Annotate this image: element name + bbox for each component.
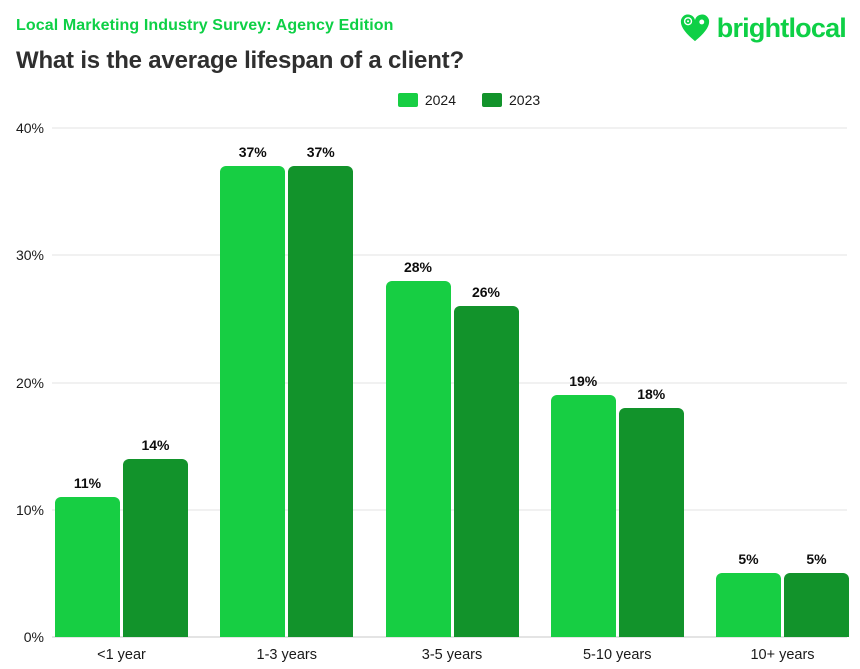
legend-item-2023: 2023 (482, 92, 540, 108)
bar-2024-1-3 years (220, 166, 286, 637)
bar-2024-3-5 years (385, 280, 451, 637)
y-tick-label-40: 40% (15, 120, 44, 136)
brightlocal-logo-text: brightlocal (716, 12, 847, 43)
plot-area: 11% 14% 37% 37% 28% 26% 19% 18% 5% 5% (52, 127, 849, 638)
x-tick-label-5-10 years: 5-10 years (582, 647, 652, 663)
gridline-40 (52, 127, 847, 129)
bar-value-label-2023-1-3 years: 37% (306, 144, 335, 161)
chart-legend: 2024 2023 (78, 92, 860, 108)
gridline-0 (52, 636, 847, 638)
x-tick-label-<1 year: <1 year (97, 647, 146, 663)
bar-2023-1-3 years (288, 166, 354, 637)
y-tick-label-0: 0% (23, 629, 44, 645)
bar-value-label-2024-5-10 years: 19% (569, 373, 598, 390)
bar-value-label-2024-10+ years: 5% (738, 551, 759, 568)
legend-swatch-2024 (397, 93, 418, 107)
bar-2024-10+ years (716, 573, 781, 637)
bar-value-label-2023-5-10 years: 18% (637, 385, 666, 402)
brightlocal-logo: brightlocal (678, 12, 847, 44)
legend-swatch-2023 (482, 93, 502, 107)
y-tick-label-30: 30% (15, 247, 44, 264)
bar-2023-10+ years (784, 573, 849, 637)
bar-value-label-2024-3-5 years: 28% (403, 258, 433, 275)
bar-value-label-2024-<1 year: 11% (73, 475, 102, 492)
legend-item-2024: 2024 (397, 92, 456, 108)
bar-2024-5-10 years (550, 395, 616, 637)
page-title: What is the average lifespan of a client… (16, 47, 464, 74)
legend-label-2024: 2024 (424, 92, 456, 108)
bar-2023-<1 year (123, 458, 188, 637)
brightlocal-pin-heart-icon (680, 14, 709, 42)
bar-2024-<1 year (55, 497, 120, 637)
x-tick-label-1-3 years: 1-3 years (256, 647, 317, 663)
survey-eyebrow: Local Marketing Industry Survey: Agency … (16, 17, 394, 34)
bar-value-label-2024-1-3 years: 37% (238, 144, 267, 161)
gridline-30 (52, 254, 847, 257)
bar-value-label-2023-10+ years: 5% (806, 551, 827, 568)
bar-value-label-2023-<1 year: 14% (141, 436, 170, 453)
x-tick-label-10+ years: 10+ years (750, 647, 815, 663)
legend-label-2023: 2023 (509, 92, 541, 108)
bar-2023-5-10 years (618, 407, 684, 637)
bar-value-label-2023-3-5 years: 26% (471, 284, 501, 301)
y-tick-label-10: 10% (15, 501, 44, 518)
bar-2023-3-5 years (453, 306, 519, 637)
x-tick-label-3-5 years: 3-5 years (421, 647, 483, 663)
y-tick-label-20: 20% (15, 374, 44, 391)
bar-chart: 11% 14% 37% 37% 28% 26% 19% 18% 5% 5% <1 year 1-3 … (0, 120, 860, 669)
